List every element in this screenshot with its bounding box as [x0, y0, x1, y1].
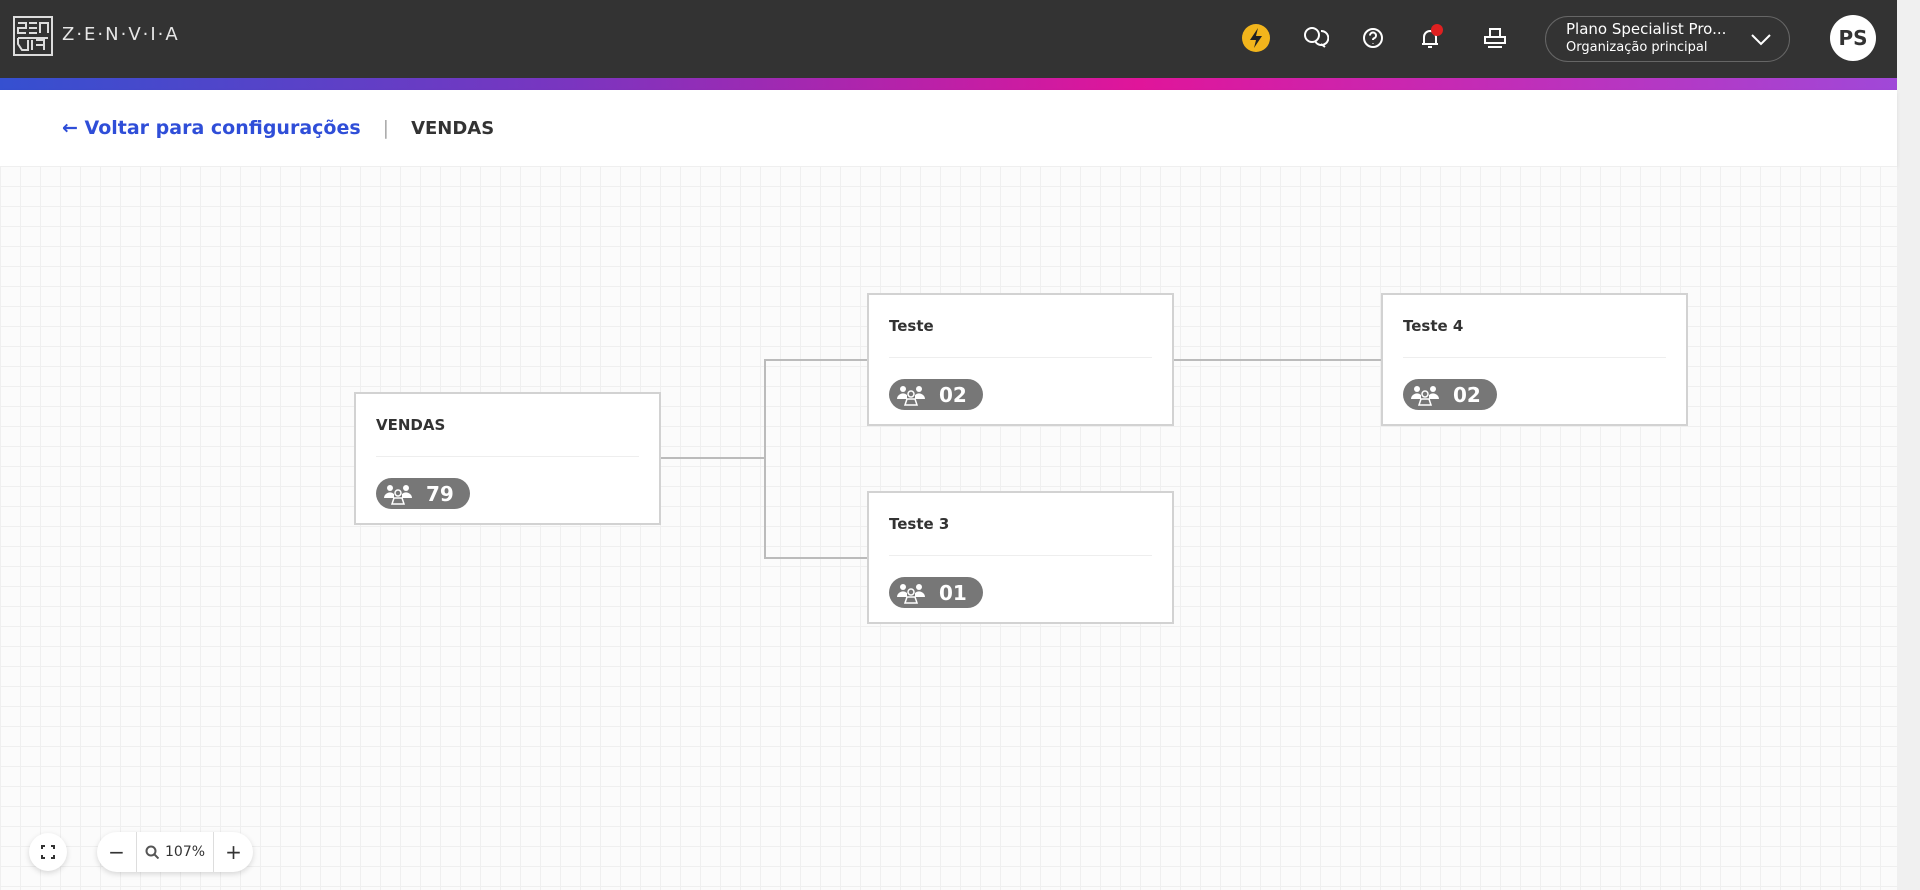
member-count: 01 [939, 580, 967, 605]
team-node[interactable]: Teste 4 02 [1381, 293, 1688, 426]
divider [889, 357, 1152, 358]
team-name: VENDAS [376, 416, 446, 434]
connector [764, 557, 867, 559]
divider [1403, 357, 1666, 358]
connector [764, 359, 766, 558]
chevron-down-icon [1751, 34, 1771, 46]
fullscreen-icon [41, 845, 55, 859]
help-icon[interactable] [1357, 22, 1389, 54]
divider [376, 456, 639, 457]
search-icon [145, 845, 159, 859]
fullscreen-button[interactable] [29, 833, 67, 871]
scrollbar[interactable] [1897, 0, 1920, 890]
team-name: Teste 3 [889, 515, 950, 533]
team-name: Teste [889, 317, 934, 335]
lightning-icon[interactable] [1240, 22, 1272, 54]
member-count-badge: 02 [1403, 379, 1497, 410]
back-link[interactable]: ← Voltar para configurações [62, 117, 361, 139]
zenvia-logo[interactable] [13, 16, 53, 56]
breadcrumb-separator: | [382, 117, 390, 139]
member-count: 02 [1453, 382, 1481, 407]
chat-help-icon[interactable] [1299, 22, 1331, 54]
top-bar: Z·E·N·V·I·A Plano Specialist Pro... Orga… [0, 0, 1897, 78]
zoom-controls: − 107% + [97, 832, 254, 872]
printer-icon[interactable] [1479, 22, 1511, 54]
member-count: 02 [939, 382, 967, 407]
member-count-badge: 79 [376, 478, 470, 509]
zoom-level: 107% [165, 844, 206, 860]
avatar[interactable]: PS [1830, 15, 1876, 61]
accent-gradient-bar [0, 78, 1897, 90]
zoom-out-button[interactable]: − [97, 832, 137, 872]
arrow-left-icon: ← [62, 117, 85, 139]
org-name: Plano Specialist Pro... [1566, 20, 1727, 38]
users-icon [384, 484, 412, 505]
users-icon [1411, 385, 1439, 406]
back-link-label: Voltar para configurações [84, 117, 361, 139]
team-node[interactable]: VENDAS 79 [354, 392, 661, 525]
member-count-badge: 01 [889, 577, 983, 608]
org-subtitle: Organização principal [1566, 40, 1708, 55]
divider [889, 555, 1152, 556]
users-icon [897, 385, 925, 406]
logo-text: Z·E·N·V·I·A [62, 24, 180, 45]
bell-icon[interactable] [1414, 22, 1446, 54]
connector [661, 457, 765, 459]
team-node[interactable]: Teste 3 01 [867, 491, 1174, 624]
connector [764, 359, 867, 361]
member-count-badge: 02 [889, 379, 983, 410]
org-selector[interactable]: Plano Specialist Pro... Organização prin… [1545, 16, 1790, 62]
breadcrumb-current: VENDAS [411, 117, 495, 139]
team-node[interactable]: Teste 02 [867, 293, 1174, 426]
connector [1174, 359, 1381, 361]
users-icon [897, 583, 925, 604]
breadcrumb: ← Voltar para configurações | VENDAS [0, 90, 1897, 166]
member-count: 79 [426, 481, 454, 506]
zoom-in-button[interactable]: + [213, 832, 253, 872]
team-name: Teste 4 [1403, 317, 1464, 335]
